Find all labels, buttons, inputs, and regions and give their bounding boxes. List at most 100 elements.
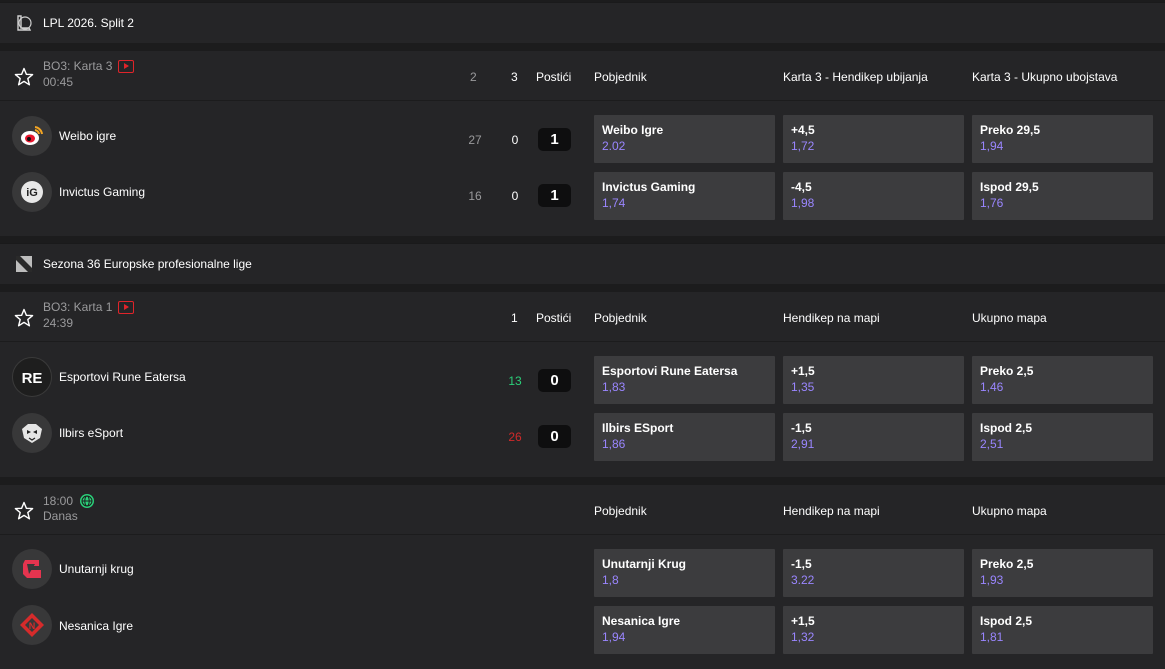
team-stat-kills: 16 <box>468 189 482 203</box>
odds-button-winner[interactable]: Unutarnji Krug 1,8 <box>594 549 775 597</box>
team-row: RE Esportovi Rune Eatersa 13 0 Esportovi… <box>0 349 1165 406</box>
team-score: 0 <box>538 425 571 448</box>
team-row: Weibo igre 27 0 1 Weibo Igre 2.02 +4,5 1… <box>0 108 1165 165</box>
match-start: 18:00 <box>43 493 95 509</box>
odds-label: Nesanica Igre <box>602 614 681 628</box>
team-row: N Nesanica Igre Nesanica Igre 1,94 +1,5 … <box>0 599 1165 656</box>
odds-value: 1,94 <box>980 139 1004 153</box>
team-name: Nesanica Igre <box>59 619 134 633</box>
odds-button-winner[interactable]: Ilbirs ESport 1,86 <box>594 413 775 461</box>
league-header-epl[interactable]: Sezona 36 Europske profesionalne lige <box>0 243 1165 284</box>
odds-label: Preko 2,5 <box>980 364 1034 378</box>
team-stat-kills: 27 <box>468 133 482 147</box>
match-header: BO3: Karta 1 24:39 1 Postići Pobjednik H… <box>0 292 1165 342</box>
odds-value: 1,74 <box>602 196 626 210</box>
odds-label: Ilbirs ESport <box>602 421 674 435</box>
match-format-text: BO3: Karta 1 <box>43 300 113 314</box>
live-stream-icon[interactable] <box>118 300 135 314</box>
odds-value: 1,32 <box>791 630 815 644</box>
odds-label: +1,5 <box>791 364 815 378</box>
odds-button-handicap[interactable]: +1,5 1,32 <box>783 606 964 654</box>
team-name: Weibo igre <box>59 129 117 143</box>
weibo-logo <box>12 116 52 156</box>
market-total: Ukupno mapa <box>972 311 1047 325</box>
live-stream-icon[interactable] <box>118 59 135 73</box>
insomnia-logo: N <box>12 605 52 645</box>
odds-button-handicap[interactable]: +1,5 1,35 <box>783 356 964 404</box>
svg-text:RE: RE <box>22 370 43 387</box>
odds-value: 2,51 <box>980 437 1004 451</box>
odds-value: 2,91 <box>791 437 815 451</box>
odds-button-total[interactable]: Ispod 2,5 2,51 <box>972 413 1153 461</box>
market-winner: Pobjednik <box>594 70 647 84</box>
league-name: LPL 2026. Split 2 <box>43 16 134 30</box>
market-total: Karta 3 - Ukupno ubojstava <box>972 70 1118 84</box>
league-header-lpl[interactable]: LPL 2026. Split 2 <box>0 2 1165 43</box>
odds-value: 1,98 <box>791 196 815 210</box>
globe-icon <box>80 494 95 508</box>
odds-button-total[interactable]: Preko 29,5 1,94 <box>972 115 1153 163</box>
favorite-star-icon[interactable] <box>14 308 34 328</box>
market-handicap: Hendikep na mapi <box>783 311 880 325</box>
odds-button-total[interactable]: Ispod 2,5 1,81 <box>972 606 1153 654</box>
odds-label: -4,5 <box>791 180 812 194</box>
odds-label: Weibo Igre <box>602 123 664 137</box>
team-score: 1 <box>538 128 571 151</box>
header-stat-maps: 1 <box>511 311 518 325</box>
market-total: Ukupno mapa <box>972 504 1047 518</box>
odds-button-winner[interactable]: Esportovi Rune Eatersa 1,83 <box>594 356 775 404</box>
odds-value: 1,86 <box>602 437 626 451</box>
match-format: BO3: Karta 3 <box>43 59 135 73</box>
match-format-text: BO3: Karta 3 <box>43 59 113 73</box>
match-time: 24:39 <box>43 316 74 330</box>
odds-button-winner[interactable]: Weibo Igre 2.02 <box>594 115 775 163</box>
odds-value: 1,35 <box>791 380 815 394</box>
team-row: Ilbirs eSport 26 0 Ilbirs ESport 1,86 -1… <box>0 406 1165 463</box>
odds-label: Esportovi Rune Eatersa <box>602 364 738 378</box>
team-name: Ilbirs eSport <box>59 426 124 440</box>
odds-label: +4,5 <box>791 123 815 137</box>
market-handicap: Karta 3 - Hendikep ubijanja <box>783 70 928 84</box>
odds-value: 1,76 <box>980 196 1004 210</box>
odds-button-handicap[interactable]: -1,5 2,91 <box>783 413 964 461</box>
odds-button-handicap[interactable]: +4,5 1,72 <box>783 115 964 163</box>
odds-button-handicap[interactable]: -4,5 1,98 <box>783 172 964 220</box>
invictus-logo: iG <box>12 172 52 212</box>
team-stat-kills: 26 <box>508 430 522 444</box>
odds-label: Invictus Gaming <box>602 180 696 194</box>
odds-label: Ispod 2,5 <box>980 614 1033 628</box>
match-header: BO3: Karta 3 00:45 2 3 Postići Pobjednik… <box>0 51 1165 101</box>
team-row: Unutarnji krug Unutarnji Krug 1,8 -1,5 3… <box>0 542 1165 599</box>
odds-button-total[interactable]: Preko 2,5 1,93 <box>972 549 1153 597</box>
odds-label: -1,5 <box>791 557 812 571</box>
match-time: 00:45 <box>43 75 74 89</box>
svg-text:iG: iG <box>26 187 38 199</box>
odds-value: 1,94 <box>602 630 626 644</box>
odds-button-winner[interactable]: Nesanica Igre 1,94 <box>594 606 775 654</box>
match-card: BO3: Karta 3 00:45 2 3 Postići Pobjednik… <box>0 51 1165 236</box>
odds-button-handicap[interactable]: -1,5 3.22 <box>783 549 964 597</box>
inner-circle-logo <box>12 549 52 589</box>
odds-value: 2.02 <box>602 139 626 153</box>
favorite-star-icon[interactable] <box>14 67 34 87</box>
match-header: 18:00 Danas Pobjednik Hendikep na mapi U… <box>0 485 1165 535</box>
favorite-star-icon[interactable] <box>14 501 34 521</box>
header-score-label: Postići <box>536 70 572 84</box>
match-card: 18:00 Danas Pobjednik Hendikep na mapi U… <box>0 485 1165 669</box>
team-stat-kills: 13 <box>508 374 522 388</box>
header-stat-maps: 3 <box>511 70 518 84</box>
league-name: Sezona 36 Europske profesionalne lige <box>43 257 252 271</box>
team-stat-maps: 0 <box>511 133 519 147</box>
odds-button-total[interactable]: Ispod 29,5 1,76 <box>972 172 1153 220</box>
odds-value: 1,81 <box>980 630 1004 644</box>
odds-value: 1,8 <box>602 573 619 587</box>
odds-button-total[interactable]: Preko 2,5 1,46 <box>972 356 1153 404</box>
odds-button-winner[interactable]: Invictus Gaming 1,74 <box>594 172 775 220</box>
odds-label: Preko 29,5 <box>980 123 1041 137</box>
ilbirs-logo <box>12 413 52 453</box>
match-format: BO3: Karta 1 <box>43 300 135 314</box>
match-card: BO3: Karta 1 24:39 1 Postići Pobjednik H… <box>0 292 1165 477</box>
team-name: Esportovi Rune Eatersa <box>59 370 186 384</box>
odds-label: Unutarnji Krug <box>602 557 686 571</box>
odds-value: 3.22 <box>791 573 815 587</box>
